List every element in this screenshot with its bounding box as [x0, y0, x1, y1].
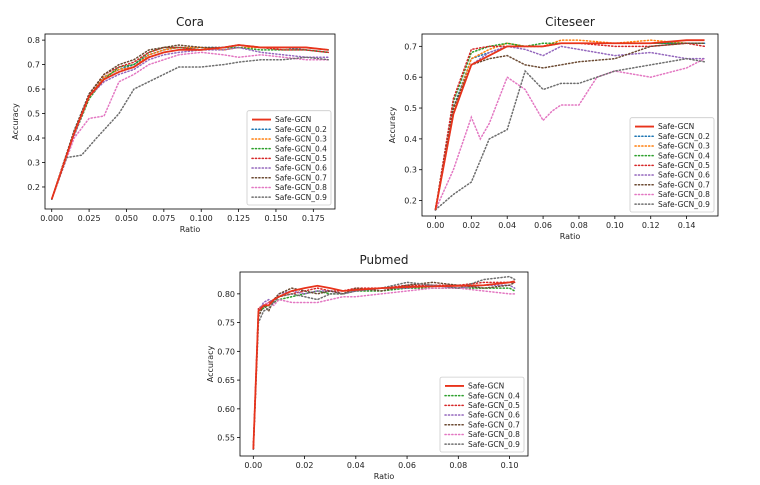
- y-tick-label: 0.2: [404, 197, 417, 206]
- legend-label: Safe-GCN: [468, 382, 504, 391]
- series-group: [252, 275, 516, 450]
- chart-pubmed: Pubmed 0.00 0.02 0.04 0.06 0.08 0.10 0.55 0.60 0.…: [206, 253, 529, 481]
- legend-label: Safe-GCN_0.6: [468, 411, 520, 420]
- y-axis-label: Accuracy: [388, 106, 397, 143]
- x-tick-label: 0.12: [642, 221, 660, 230]
- legend-label: Safe-GCN_0.5: [275, 154, 327, 163]
- legend: Safe-GCNSafe-GCN_0.2Safe-GCN_0.3Safe-GCN…: [246, 110, 332, 206]
- x-tick-label: 0.06: [534, 221, 552, 230]
- y-tick-label: 0.3: [404, 166, 417, 175]
- x-tick-label: 0.00: [244, 461, 262, 470]
- legend-label: Safe-GCN_0.9: [658, 200, 710, 209]
- series-group: [434, 39, 706, 211]
- x-axis-label: Ratio: [374, 472, 395, 481]
- x-tick-label: 0.04: [498, 221, 516, 230]
- x-tick-label: 0.000: [40, 214, 63, 223]
- series-line-safe-gcn-0-9: [434, 57, 706, 211]
- y-tick-label: 0.7: [27, 61, 40, 70]
- series-line-safe-gcn: [434, 39, 705, 210]
- y-tick-label: 0.3: [27, 158, 40, 167]
- chart-title: Pubmed: [360, 253, 409, 267]
- y-tick-label: 0.6: [404, 73, 417, 82]
- y-tick-label: 0.8: [27, 36, 40, 45]
- x-tick-label: 0.075: [152, 214, 175, 223]
- x-tick-label: 0.175: [302, 214, 325, 223]
- y-tick-label: 0.2: [27, 183, 40, 192]
- chart-title: Cora: [176, 15, 204, 29]
- y-tick-label: 0.4: [404, 135, 417, 144]
- y-tick-label: 0.65: [217, 376, 235, 385]
- legend-label: Safe-GCN_0.2: [658, 132, 710, 141]
- y-tick-label: 0.70: [217, 347, 235, 356]
- y-axis-label: Accuracy: [11, 103, 20, 140]
- x-tick-label: 0.02: [462, 221, 480, 230]
- legend-label: Safe-GCN: [275, 115, 311, 124]
- plot-frame: [44, 33, 336, 210]
- x-tick-label: 0.00: [427, 221, 445, 230]
- chart-cora: Cora 0.000 0.025 0.050 0.075 0.100 0.125 0.150 0…: [11, 15, 336, 234]
- legend-label: Safe-GCN_0.5: [468, 401, 520, 410]
- series-line-safe-gcn-0-9: [252, 275, 516, 450]
- legend-label: Safe-GCN_0.7: [658, 180, 710, 189]
- legend-label: Safe-GCN_0.6: [275, 164, 327, 173]
- series-group: [50, 44, 330, 200]
- legend-label: Safe-GCN_0.3: [658, 142, 710, 151]
- y-tick-label: 0.60: [217, 405, 235, 414]
- x-tick-label: 0.025: [78, 214, 101, 223]
- series-line-safe-gcn: [252, 280, 515, 450]
- legend-box: [246, 110, 332, 206]
- y-tick-label: 0.5: [404, 104, 417, 113]
- x-tick-label: 0.08: [570, 221, 588, 230]
- x-tick-label: 0.08: [449, 461, 467, 470]
- chart-citeseer: Citeseer 0.00 0.02 0.04 0.06 0.08 0.10 0.12 0.14…: [388, 15, 719, 241]
- legend-label: Safe-GCN_0.6: [658, 171, 710, 180]
- legend-label: Safe-GCN_0.8: [658, 190, 710, 199]
- y-tick-label: 0.75: [217, 319, 235, 328]
- x-axis-label: Ratio: [560, 232, 581, 241]
- x-tick-label: 0.10: [501, 461, 519, 470]
- legend-label: Safe-GCN_0.7: [275, 173, 327, 182]
- y-tick-label: 0.80: [217, 290, 235, 299]
- x-tick-label: 0.050: [115, 214, 138, 223]
- plot-frame: [239, 271, 529, 457]
- x-tick-label: 0.125: [227, 214, 250, 223]
- series-line-safe-gcn-0-9: [50, 56, 330, 200]
- legend-label: Safe-GCN_0.8: [275, 183, 327, 192]
- series-line-safe-gcn: [50, 44, 329, 200]
- x-tick-label: 0.06: [398, 461, 416, 470]
- legend-box: [629, 117, 715, 213]
- legend-label: Safe-GCN_0.3: [275, 135, 327, 144]
- legend-label: Safe-GCN: [658, 122, 694, 131]
- legend-label: Safe-GCN_0.4: [658, 151, 710, 160]
- legend-label: Safe-GCN_0.9: [468, 440, 520, 449]
- legend-label: Safe-GCN_0.2: [275, 125, 327, 134]
- y-axis-label: Accuracy: [206, 345, 215, 382]
- chart-title: Citeseer: [545, 15, 595, 29]
- legend: Safe-GCNSafe-GCN_0.4Safe-GCN_0.5Safe-GCN…: [439, 376, 525, 453]
- x-tick-label: 0.14: [678, 221, 696, 230]
- series-line-safe-gcn-0-7: [50, 44, 330, 200]
- legend-label: Safe-GCN_0.7: [468, 420, 520, 429]
- x-tick-label: 0.04: [347, 461, 365, 470]
- plot-frame: [421, 33, 719, 217]
- x-tick-label: 0.150: [265, 214, 288, 223]
- y-tick-label: 0.5: [27, 110, 40, 119]
- y-tick-label: 0.55: [217, 434, 235, 443]
- series-line-safe-gcn-0-8: [50, 51, 330, 200]
- legend-label: Safe-GCN_0.8: [468, 430, 520, 439]
- y-tick-label: 0.6: [27, 85, 40, 94]
- legend: Safe-GCNSafe-GCN_0.2Safe-GCN_0.3Safe-GCN…: [629, 117, 715, 213]
- legend-label: Safe-GCN_0.9: [275, 193, 327, 202]
- legend-box: [439, 376, 525, 453]
- legend-label: Safe-GCN_0.5: [658, 161, 710, 170]
- y-tick-label: 0.7: [404, 42, 417, 51]
- legend-label: Safe-GCN_0.4: [275, 144, 327, 153]
- legend-label: Safe-GCN_0.4: [468, 391, 520, 400]
- x-tick-label: 0.02: [296, 461, 314, 470]
- x-tick-label: 0.10: [606, 221, 624, 230]
- x-axis-label: Ratio: [180, 225, 201, 234]
- x-tick-label: 0.100: [190, 214, 213, 223]
- y-tick-label: 0.4: [27, 134, 40, 143]
